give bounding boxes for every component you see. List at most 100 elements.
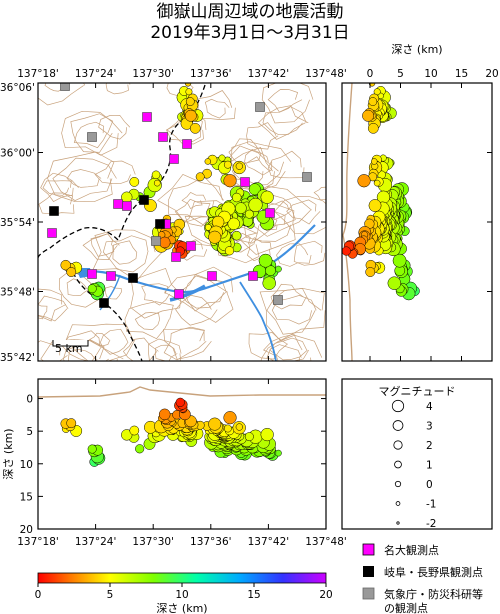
quake-side — [392, 253, 407, 268]
side-depth-tick-label: 10 — [424, 68, 437, 80]
quake-section — [135, 444, 145, 454]
quake-epicenter — [87, 284, 97, 294]
quake-side — [368, 199, 382, 212]
quake-epicenter — [231, 230, 242, 241]
station-marker — [255, 102, 265, 112]
side-depth-label: 深さ (km) — [391, 43, 442, 56]
magnitude-legend-circle — [396, 521, 400, 525]
quake-section — [275, 449, 282, 457]
epicenter-map[interactable]: 5 km 137°18' 137°24' 137°30' 137°36' 137°42'… — [0, 65, 347, 387]
map-lon-tick-label: 137°36' — [190, 68, 232, 80]
title-line2: 2019年3月1日～3月31日 — [150, 23, 350, 43]
station-symbol-gifu-nagano — [363, 566, 374, 577]
quake-section — [129, 425, 140, 436]
station-marker — [171, 252, 181, 262]
depth-latitude-section[interactable]: 0 5 10 15 20 深さ (km) — [341, 43, 499, 362]
side-earthquakes — [342, 83, 420, 301]
quake-epicenter — [185, 88, 193, 96]
station-marker — [87, 269, 97, 279]
section-topo-profile — [38, 386, 326, 398]
map-lon-tick-label: 137°48' — [305, 68, 347, 80]
map-earthquakes — [60, 83, 282, 301]
section-ticks: 137°18' 137°24' 137°30' 137°36' 137°42' 137°4… — [17, 379, 347, 548]
quake-epicenter — [234, 202, 247, 215]
river-branch — [239, 281, 277, 361]
station-marker — [87, 132, 97, 142]
scale-label: 5 km — [55, 342, 83, 355]
magnitude-legend-label: -1 — [426, 499, 436, 511]
quake-epicenter — [195, 172, 205, 182]
quake-epicenter — [204, 223, 212, 231]
quake-side — [367, 122, 379, 134]
quake-epicenter — [189, 122, 201, 134]
river-branch2 — [169, 284, 206, 302]
quake-epicenter — [262, 276, 276, 290]
section-lon-tick-label: 137°48' — [305, 536, 347, 548]
section-lon-tick-label: 137°24' — [75, 536, 117, 548]
magnitude-legend-circle — [393, 440, 403, 450]
prefecture-boundary — [38, 84, 206, 361]
map-stations — [47, 83, 312, 308]
station-label-jma-2: の観測点 — [384, 601, 428, 614]
side-depth-tick-label: 0 — [367, 68, 374, 80]
quake-side — [342, 246, 351, 256]
quake-side — [373, 179, 381, 187]
section-depth-label: 深さ (km) — [2, 428, 15, 479]
magnitude-legend-label: 3 — [426, 421, 433, 433]
magnitude-legend-circle — [394, 460, 402, 469]
quake-epicenter — [258, 253, 273, 268]
magnitude-legend-label: 2 — [426, 440, 433, 452]
station-marker — [158, 132, 168, 142]
quake-epicenter — [158, 236, 171, 249]
quake-section — [223, 424, 232, 433]
quake-epicenter — [235, 162, 243, 170]
station-marker — [248, 271, 258, 281]
station-marker — [142, 112, 152, 122]
quake-section — [66, 418, 77, 429]
section-lon-tick-label: 137°36' — [190, 536, 232, 548]
station-marker — [174, 289, 184, 299]
magnitude-legend: マグニチュード 4 3 2 1 0 -1 -2 — [341, 378, 493, 530]
section-depth-tick-label: 20 — [20, 524, 33, 536]
quake-epicenter — [60, 259, 71, 271]
section-depth-tick-label: 15 — [20, 491, 33, 503]
station-legend: 名大観測点 岐阜・長野県観測点 気象庁・防災科研等 の観測点 — [362, 543, 483, 614]
quake-epicenter — [265, 265, 276, 276]
side-depth-tick-label: 5 — [397, 68, 404, 80]
quake-epicenter — [121, 191, 133, 203]
quake-section — [87, 444, 97, 454]
side-depth-tick-label: 20 — [485, 68, 498, 80]
station-marker — [60, 83, 70, 91]
quake-epicenter — [224, 246, 235, 256]
station-marker — [106, 271, 116, 281]
quake-epicenter — [244, 209, 254, 219]
section-earthquakes — [60, 397, 282, 467]
magnitude-legend-title: マグニチュード — [379, 384, 456, 398]
section-depth-tick-label: 5 — [26, 426, 33, 438]
quake-epicenter — [232, 192, 242, 203]
quake-section — [175, 397, 185, 407]
colorbar-tick-label: 10 — [175, 589, 188, 601]
quake-epicenter — [184, 109, 197, 122]
map-lat-tick-label: 35°48' — [0, 287, 35, 299]
depth-longitude-section[interactable]: 137°18' 137°24' 137°30' 137°36' 137°42' 137°4… — [2, 378, 347, 548]
map-ticks: 137°18' 137°24' 137°30' 137°36' 137°42' 137°4… — [0, 68, 347, 364]
quake-epicenter — [204, 158, 212, 165]
quake-section — [260, 427, 274, 442]
map-lat-tick-label: 35°54' — [0, 217, 35, 229]
magnitude-legend-label: -2 — [426, 518, 436, 530]
quake-epicenter — [223, 160, 232, 169]
side-topo-profile — [342, 83, 353, 361]
magnitude-legend-circle — [392, 420, 404, 431]
side-ticks: 0 5 10 15 20 — [342, 68, 499, 362]
station-marker — [302, 172, 312, 182]
station-marker — [99, 298, 109, 308]
quake-epicenter — [227, 217, 240, 230]
colorbar-tick-label: 15 — [247, 589, 260, 601]
quake-section — [121, 429, 133, 441]
station-symbol-jma — [362, 587, 375, 600]
map-lon-tick-label: 137°18' — [17, 68, 59, 80]
station-label-jma: 気象庁・防災科研等 — [384, 587, 483, 601]
quake-section — [208, 417, 222, 431]
